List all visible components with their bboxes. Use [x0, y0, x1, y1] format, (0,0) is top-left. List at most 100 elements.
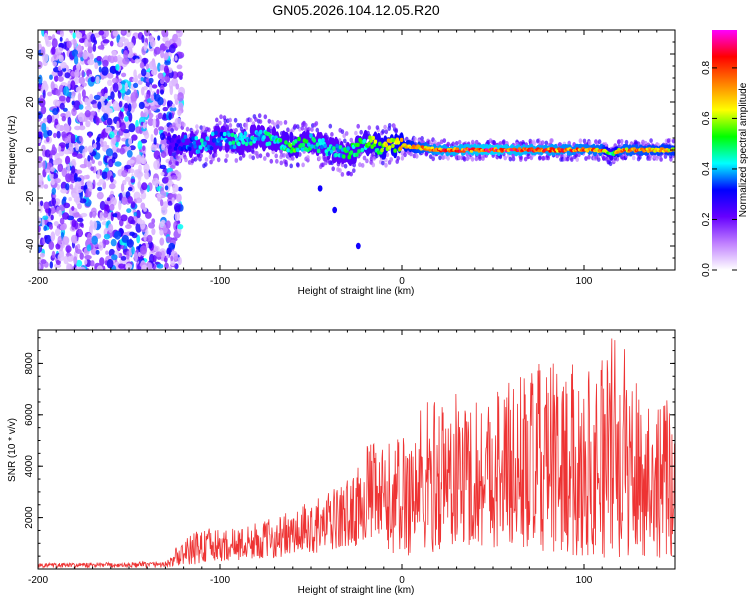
spectrogram-ridge-core [227, 132, 231, 137]
spectrogram-halo-cell [356, 123, 361, 129]
spectrogram-noise-cell [124, 224, 132, 230]
spectrogram-noise-cell [168, 266, 173, 270]
spectrogram-noise-cell [153, 46, 161, 55]
spectrogram-y-ticks: -40 -20 0 20 40 [25, 29, 675, 271]
spectrogram-noise-cell [157, 35, 161, 41]
spectrogram-noise-cell [165, 176, 169, 183]
colorbar-tick-label: 0.6 [701, 111, 712, 125]
spectrogram-noise-cell [141, 68, 147, 77]
spectrogram-noise-cell [86, 102, 91, 108]
spectrogram-halo-cell [387, 126, 392, 131]
spectrogram-noise-cell [41, 122, 47, 133]
spectrogram-noise-cell [125, 30, 132, 38]
spectrogram-noise-cell [68, 197, 72, 202]
spectrogram-noise-cell [148, 77, 154, 84]
spectrogram-noise-cell [103, 141, 108, 147]
spectrogram-noise-cell [100, 141, 104, 148]
spectrogram-halo-cell [354, 130, 358, 136]
spectrogram-halo-cell [215, 117, 219, 123]
figure-title: GN05.2026.104.12.05.R20 [272, 2, 440, 18]
spectrogram-ridge-core [391, 143, 395, 148]
spectrogram-halo-cell [602, 156, 606, 161]
spectrogram-noise-cell [111, 254, 118, 261]
spectrogram-noise-cell [106, 72, 114, 79]
spectrogram-noise-cell [78, 266, 86, 270]
spectrogram-halo-cell [608, 161, 613, 167]
spectrogram-halo-cell [446, 155, 450, 161]
spectrogram-noise-cell [58, 151, 65, 157]
spectrogram-halo-cell [582, 138, 587, 144]
spectrogram-noise-cell [174, 55, 178, 61]
spectrogram-noise-cell [173, 93, 178, 101]
spectrogram-noise-cell [173, 203, 181, 212]
spectrogram-noise-cell [173, 252, 179, 260]
spectrogram-noise-cell [142, 145, 146, 152]
spectrogram-ridge-core [218, 142, 223, 147]
spectrogram-noise-cell [168, 44, 176, 54]
spectrogram-noise-cell [43, 201, 50, 211]
spectrogram-noise-cell [73, 256, 78, 265]
spectrogram-noise-cell [161, 46, 168, 51]
spectrogram-noise-cell [98, 30, 105, 36]
spectrogram-ridge-core [293, 139, 298, 144]
spectrogram-ridge-core [347, 155, 352, 160]
snr-panel: -200 -100 0 100 2000 4000 6000 8000 Height of … [7, 329, 676, 596]
spectrogram-noise-cell [106, 117, 113, 126]
spectrogram-noise-cell [167, 200, 173, 206]
spectrogram-noise-cell [162, 106, 169, 112]
spectrogram-noise-cell [85, 161, 92, 168]
spectrogram-ridge-core [316, 148, 321, 154]
spectrogram-noise-cell [62, 67, 67, 72]
spectrogram-noise-cell [144, 171, 150, 180]
spectrogram-noise-cell [60, 188, 68, 194]
spectrogram-noise-cell [96, 265, 104, 270]
spectrogram-noise-cell [40, 259, 47, 264]
spectrogram-noise-cell [164, 262, 169, 270]
colorbar: 0.0 0.2 0.4 0.6 0.8 Normalized spectral ampl… [701, 30, 749, 277]
spectrogram-noise-cell [92, 43, 97, 52]
spectrogram-noise-cell [49, 224, 53, 230]
spectrogram-noise-cell [165, 220, 171, 229]
spectrogram-ridge-base [363, 129, 368, 142]
spectrogram-noise-cell [133, 82, 139, 89]
y-tick-label: 6000 [24, 403, 35, 426]
spectrogram-halo-cell [358, 162, 362, 168]
spectrogram-noise-cell [43, 32, 48, 41]
spectrogram-halo-cell [508, 156, 513, 162]
spectrogram-noise-cell [129, 159, 135, 164]
spectrogram-noise-cell [52, 108, 59, 115]
spectrogram-halo-cell [340, 172, 345, 177]
spectrogram-noise-cell [143, 163, 150, 173]
x-tick-label: -100 [210, 276, 230, 287]
spectrogram-noise-cell [70, 133, 76, 144]
spectrogram-noise-cell [63, 41, 67, 50]
spectrogram-ridge-core [233, 134, 238, 139]
spectrogram-halo-cell [532, 141, 537, 146]
spectrogram-ridge-core [249, 141, 253, 146]
spectrogram-ridge-core [380, 148, 384, 153]
spectrogram-ridge-core [304, 139, 309, 144]
spectrogram-noise-cell [51, 197, 57, 206]
spectrogram-noise-cell [73, 196, 81, 203]
spectrogram-noise-cell [50, 178, 56, 186]
spectrogram-noise-cell [124, 82, 128, 92]
spectrogram-noise-cell [169, 106, 177, 112]
spectrogram-noise-cell [96, 191, 104, 200]
spectrogram-noise-cell [84, 145, 88, 153]
spectrogram-noise-cell [93, 32, 101, 38]
x-tick-label: 100 [576, 276, 593, 287]
spectrogram-noise-cell [74, 69, 80, 78]
spectrogram-halo-cell [248, 154, 253, 159]
spectrogram-noise-cell [123, 50, 128, 60]
spectrogram-noise-cell [45, 168, 51, 173]
spectrogram-halo-cell [671, 138, 675, 144]
spectrogram-ridge-core [213, 138, 217, 143]
spectrogram-noise-cell [155, 118, 160, 128]
spectrogram-ridge-core [332, 146, 336, 151]
spectrogram-noise-cell [53, 132, 57, 139]
spectrogram-ridge-core [267, 141, 272, 146]
spectrogram-noise-cell [59, 95, 66, 102]
spectrogram-noise-cell [103, 233, 111, 240]
spectrogram-noise-cell [122, 57, 130, 65]
